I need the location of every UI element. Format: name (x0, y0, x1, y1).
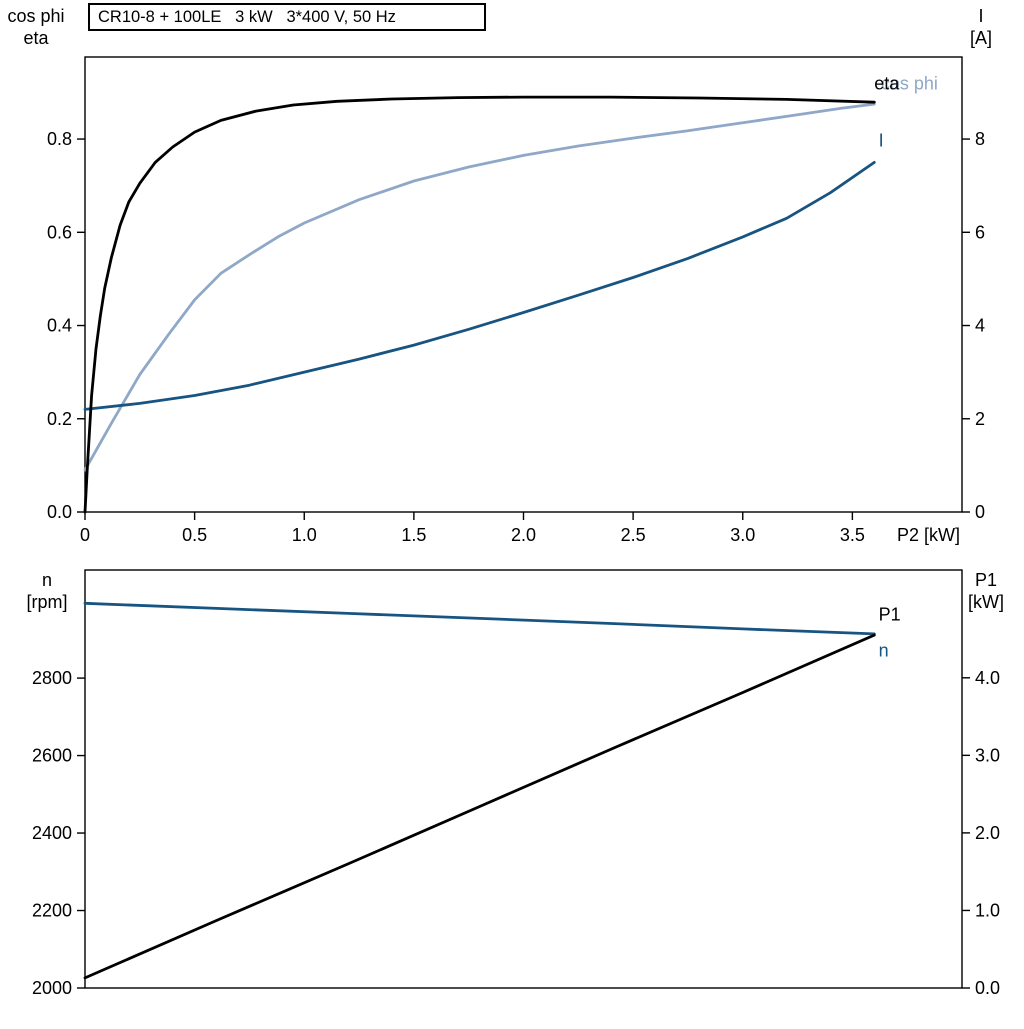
right-tick-label: 4.0 (975, 668, 1000, 688)
right-tick-label: 0 (975, 502, 985, 522)
motor-speed-power-chart: 200022002400260028000.01.02.03.04.0n[rpm… (26, 569, 1004, 998)
curve-label-cos-phi: cos phi (881, 74, 938, 94)
left-tick-label: 2000 (32, 978, 72, 998)
right-axis-title: I (978, 6, 983, 26)
plot-frame (84, 56, 963, 513)
right-axis-title: [A] (970, 28, 992, 48)
left-tick-label: 2600 (32, 746, 72, 766)
right-tick-label: 0.0 (975, 978, 1000, 998)
chart-title-box: CR10-8 + 100LE 3 kW 3*400 V, 50 Hz (88, 3, 486, 31)
x-tick-label: 1.0 (292, 525, 317, 545)
left-tick-label: 0.4 (47, 316, 72, 336)
left-tick-label: 0.0 (47, 502, 72, 522)
series-speed-n (83, 601, 876, 636)
x-tick-label: 3.0 (730, 525, 755, 545)
x-tick-label: 3.5 (840, 525, 865, 545)
series-eta (83, 95, 876, 514)
left-axis-title: eta (23, 28, 49, 48)
right-tick-label: 8 (975, 129, 985, 149)
x-tick-label: 2.5 (621, 525, 646, 545)
series-current-I (83, 160, 876, 411)
left-tick-label: 2200 (32, 901, 72, 921)
right-tick-label: 6 (975, 222, 985, 242)
curve-label-current-I: I (879, 131, 884, 151)
series-power-P1 (83, 633, 876, 980)
right-tick-label: 1.0 (975, 900, 1000, 920)
left-axis-title: cos phi (7, 6, 64, 26)
left-axis-title: [rpm] (26, 592, 67, 612)
x-tick-label: 2.0 (511, 525, 536, 545)
curve-label-speed-n: n (879, 640, 889, 660)
right-tick-label: 2 (975, 409, 985, 429)
x-axis-title: P2 [kW] (897, 525, 960, 545)
left-tick-label: 0.2 (47, 409, 72, 429)
x-tick-label: 0.5 (182, 525, 207, 545)
curve-label-power-P1: P1 (879, 604, 901, 624)
motor-efficiency-current-chart: 0.0 0.2 0.4 0.6 0.8 0 2 4 6 8 0 0.5 1.0 1.5 2.0 2.5 3.0 3… (7, 6, 992, 545)
x-tick-label: 1.5 (401, 525, 426, 545)
right-tick-label: 4 (975, 316, 985, 336)
left-axis-title: n (42, 570, 52, 590)
left-tick-label: 0.6 (47, 222, 72, 242)
left-tick-label: 0.8 (47, 129, 72, 149)
left-tick-label: 2800 (32, 668, 72, 688)
series-cos-phi (83, 102, 876, 472)
right-tick-label: 3.0 (975, 745, 1000, 765)
x-tick-label: 0 (80, 525, 90, 545)
left-tick-label: 2400 (32, 823, 72, 843)
right-axis-title: [kW] (968, 592, 1004, 612)
curve-label-eta: eta (874, 74, 900, 94)
plot-frame (84, 569, 963, 989)
right-axis-title: P1 (975, 570, 997, 590)
chart-title: CR10-8 + 100LE 3 kW 3*400 V, 50 Hz (98, 7, 396, 26)
right-tick-label: 2.0 (975, 823, 1000, 843)
